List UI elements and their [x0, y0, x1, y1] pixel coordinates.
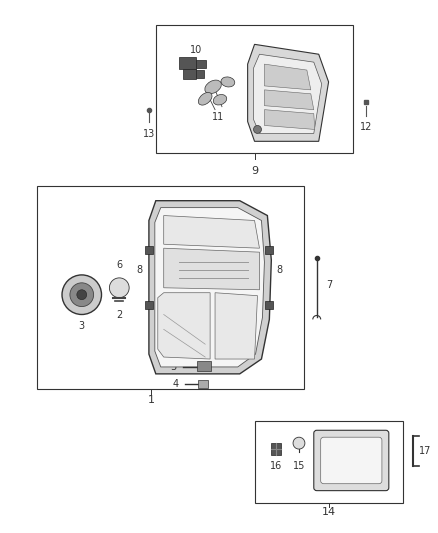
- Bar: [37, 186, 304, 389]
- Bar: [145, 301, 153, 309]
- FancyBboxPatch shape: [314, 430, 389, 491]
- Text: 3: 3: [79, 321, 85, 332]
- Text: 1: 1: [147, 394, 154, 405]
- Circle shape: [293, 437, 305, 449]
- Polygon shape: [215, 293, 258, 359]
- Polygon shape: [158, 293, 210, 359]
- Polygon shape: [247, 44, 328, 141]
- Polygon shape: [164, 248, 259, 290]
- Polygon shape: [254, 54, 321, 133]
- Text: 4: 4: [173, 379, 179, 389]
- Text: 9: 9: [251, 166, 258, 176]
- Bar: [198, 380, 208, 387]
- Text: 15: 15: [293, 461, 305, 471]
- Polygon shape: [164, 215, 259, 248]
- Bar: [156, 25, 353, 153]
- Polygon shape: [149, 201, 271, 374]
- Polygon shape: [265, 110, 315, 130]
- Text: 16: 16: [270, 461, 283, 471]
- Bar: [254, 422, 403, 503]
- FancyBboxPatch shape: [321, 437, 382, 484]
- Text: 8: 8: [136, 265, 142, 275]
- Circle shape: [110, 278, 129, 297]
- Bar: [271, 443, 281, 455]
- Text: 10: 10: [190, 45, 202, 55]
- Polygon shape: [155, 208, 265, 367]
- Text: 12: 12: [360, 122, 372, 132]
- Ellipse shape: [221, 77, 235, 87]
- Circle shape: [77, 290, 87, 300]
- Bar: [196, 70, 204, 78]
- Ellipse shape: [198, 92, 212, 105]
- Text: 2: 2: [116, 310, 122, 320]
- Bar: [179, 57, 196, 69]
- Text: 7: 7: [327, 280, 333, 290]
- Polygon shape: [265, 90, 314, 110]
- Ellipse shape: [213, 94, 227, 105]
- Text: 17: 17: [420, 446, 432, 456]
- Text: 6: 6: [116, 260, 122, 270]
- Bar: [265, 246, 273, 254]
- Bar: [197, 361, 211, 371]
- Circle shape: [70, 283, 94, 306]
- Text: 8: 8: [276, 265, 282, 275]
- Ellipse shape: [205, 80, 221, 94]
- Text: 11: 11: [212, 111, 224, 122]
- Text: 13: 13: [143, 130, 155, 140]
- Polygon shape: [265, 64, 311, 90]
- Bar: [184, 69, 196, 79]
- Bar: [265, 301, 273, 309]
- Circle shape: [62, 275, 102, 314]
- Bar: [145, 246, 153, 254]
- Text: 14: 14: [321, 507, 336, 518]
- Bar: [196, 60, 206, 68]
- Circle shape: [254, 125, 261, 133]
- Text: 5: 5: [170, 362, 177, 372]
